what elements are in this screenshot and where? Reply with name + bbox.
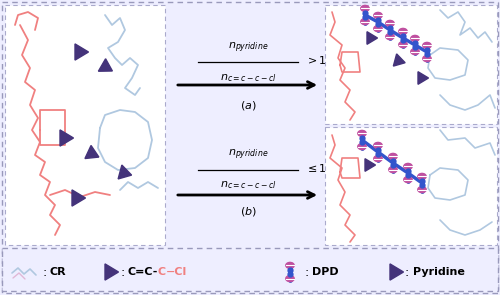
- Ellipse shape: [399, 28, 407, 35]
- FancyBboxPatch shape: [5, 5, 165, 245]
- Ellipse shape: [411, 49, 419, 55]
- Polygon shape: [118, 165, 132, 179]
- Text: :: :: [120, 266, 124, 278]
- Polygon shape: [367, 32, 378, 44]
- Text: C: C: [158, 267, 166, 277]
- Text: $n_{pyridine}$: $n_{pyridine}$: [228, 41, 268, 55]
- Polygon shape: [75, 44, 88, 60]
- Text: :: :: [42, 266, 46, 278]
- Ellipse shape: [418, 173, 426, 179]
- Polygon shape: [390, 264, 404, 280]
- Ellipse shape: [411, 35, 419, 41]
- Ellipse shape: [374, 155, 382, 162]
- Ellipse shape: [361, 19, 369, 24]
- Ellipse shape: [386, 20, 394, 26]
- Text: :: :: [304, 266, 308, 278]
- Polygon shape: [418, 72, 428, 84]
- Text: $n_{c=c-c-cl}$: $n_{c=c-c-cl}$: [220, 72, 276, 84]
- Ellipse shape: [404, 163, 412, 169]
- Polygon shape: [98, 59, 112, 71]
- Text: $\leq 1$: $\leq 1$: [305, 162, 326, 174]
- Text: $(a)$: $(a)$: [240, 99, 256, 112]
- FancyBboxPatch shape: [2, 2, 498, 293]
- Polygon shape: [394, 54, 405, 66]
- Ellipse shape: [358, 144, 366, 150]
- Text: :: :: [405, 266, 409, 278]
- Ellipse shape: [286, 276, 294, 282]
- Text: −Cl: −Cl: [166, 267, 187, 277]
- FancyBboxPatch shape: [325, 127, 497, 245]
- Ellipse shape: [361, 5, 369, 12]
- Ellipse shape: [374, 142, 382, 148]
- FancyBboxPatch shape: [325, 5, 497, 124]
- Text: Pyridine: Pyridine: [413, 267, 465, 277]
- Text: $n_{pyridine}$: $n_{pyridine}$: [228, 148, 268, 162]
- Ellipse shape: [374, 12, 382, 18]
- Polygon shape: [72, 190, 86, 206]
- Ellipse shape: [418, 187, 426, 193]
- Ellipse shape: [399, 42, 407, 47]
- Text: $n_{c=c-c-cl}$: $n_{c=c-c-cl}$: [220, 179, 276, 191]
- Text: CR: CR: [50, 267, 66, 277]
- Ellipse shape: [423, 55, 431, 62]
- Ellipse shape: [404, 177, 412, 183]
- Text: $> 1$: $> 1$: [305, 54, 326, 66]
- Text: $(b)$: $(b)$: [240, 206, 256, 219]
- Ellipse shape: [423, 42, 431, 48]
- Ellipse shape: [386, 34, 394, 40]
- Text: C=C-: C=C-: [128, 267, 158, 277]
- Polygon shape: [85, 145, 99, 158]
- Polygon shape: [365, 159, 376, 171]
- Polygon shape: [105, 264, 118, 280]
- Ellipse shape: [374, 26, 382, 32]
- Ellipse shape: [389, 153, 397, 159]
- Ellipse shape: [286, 262, 294, 268]
- Ellipse shape: [389, 167, 397, 173]
- FancyBboxPatch shape: [2, 248, 498, 291]
- Polygon shape: [60, 130, 74, 146]
- Ellipse shape: [358, 130, 366, 136]
- Text: DPD: DPD: [312, 267, 338, 277]
